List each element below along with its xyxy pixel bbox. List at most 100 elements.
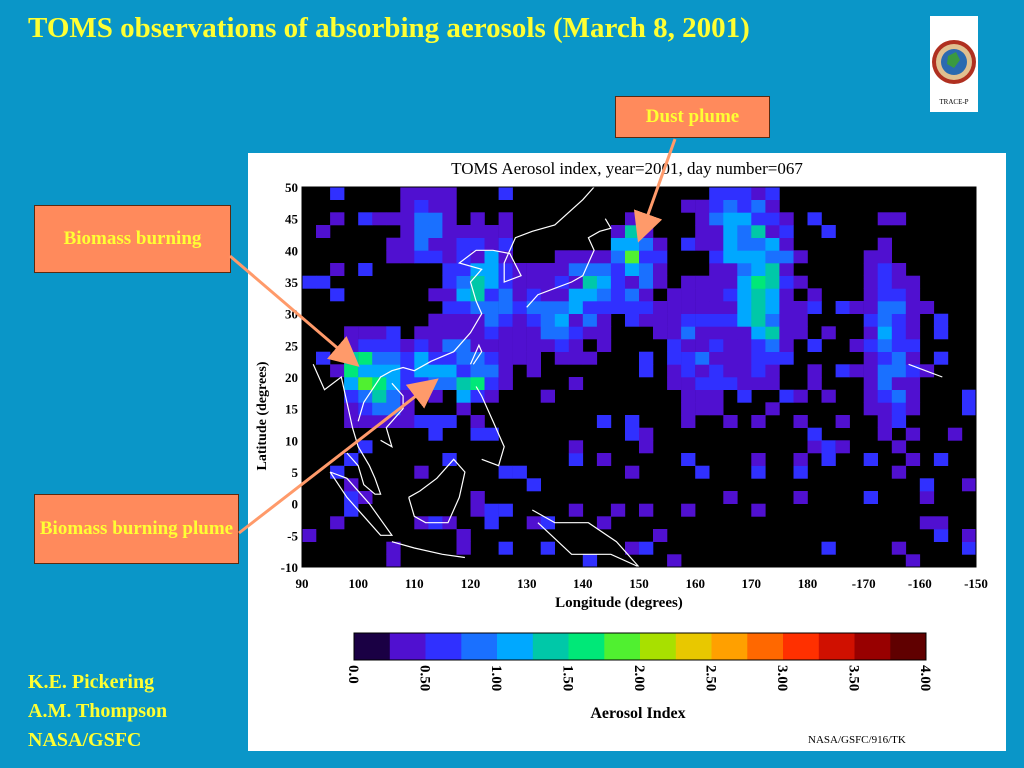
- aerosol-cell: [751, 288, 766, 302]
- aerosol-cell: [610, 250, 626, 264]
- aerosol-cell: [428, 288, 443, 302]
- aerosol-cell: [596, 516, 612, 530]
- aerosol-cell: [863, 326, 878, 340]
- aerosol-cell: [807, 339, 822, 352]
- aerosol-cell: [751, 301, 766, 314]
- aerosol-cell: [596, 301, 612, 314]
- aerosol-cell: [653, 275, 668, 289]
- aerosol-cell: [386, 237, 401, 251]
- aerosol-cell: [344, 351, 359, 365]
- aerosol-cell: [596, 263, 612, 276]
- aerosol-cell: [681, 313, 696, 327]
- colorbar-tick-label: 1.00: [488, 665, 504, 691]
- aerosol-cell: [709, 225, 724, 238]
- aerosol-cell: [582, 313, 598, 327]
- aerosol-cell: [905, 453, 921, 466]
- aerosol-cell: [526, 364, 541, 378]
- aerosol-cell: [863, 491, 878, 504]
- aerosol-cell: [639, 225, 654, 238]
- aerosol-cell: [456, 402, 471, 416]
- coastline: [526, 218, 612, 308]
- aerosol-cell: [625, 263, 640, 276]
- aerosol-cell: [709, 301, 724, 314]
- aerosol-cell: [554, 250, 570, 264]
- aerosol-cell: [639, 541, 654, 555]
- aerosol-cell: [653, 237, 668, 251]
- aerosol-cell: [498, 541, 513, 555]
- aerosol-cell: [625, 288, 640, 302]
- aerosol-cell: [667, 554, 682, 568]
- aerosol-cell: [737, 364, 752, 378]
- aerosol-cell: [891, 440, 907, 454]
- aerosol-cell: [653, 313, 668, 327]
- aerosol-cell: [723, 275, 738, 289]
- aerosol-cell: [400, 212, 415, 226]
- aerosol-cell: [372, 351, 387, 365]
- aerosol-cell: [765, 301, 780, 314]
- aerosol-cell: [891, 389, 907, 403]
- aerosol-cell: [737, 225, 752, 238]
- aerosol-cell: [610, 275, 626, 289]
- aerosol-cell: [625, 237, 640, 251]
- aerosol-cell: [877, 364, 892, 378]
- aerosol-cell: [877, 326, 892, 340]
- aerosol-cell: [639, 440, 654, 454]
- aerosol-cell: [582, 301, 598, 314]
- aerosol-cell: [751, 250, 766, 264]
- aerosol-cell: [891, 364, 907, 378]
- aerosol-cell: [526, 288, 541, 302]
- aerosol-cell: [737, 263, 752, 276]
- aerosol-cell: [372, 402, 387, 416]
- aerosol-cell: [737, 288, 752, 302]
- aerosol-cell: [512, 465, 527, 479]
- aerosol-cell: [863, 351, 878, 365]
- aerosol-cell: [484, 313, 499, 327]
- aerosol-cell: [905, 326, 921, 340]
- aerosol-cell: [807, 364, 822, 378]
- aerosol-cell: [695, 199, 710, 213]
- aerosol-cell: [540, 326, 555, 340]
- aerosol-cell: [456, 225, 471, 238]
- y-tick-label: 20: [285, 370, 298, 385]
- aerosol-cell: [358, 339, 373, 352]
- aerosol-cell: [316, 275, 331, 289]
- author-credits: K.E. Pickering A.M. Thompson NASA/GSFC: [28, 668, 167, 755]
- aerosol-cell: [681, 339, 696, 352]
- aerosol-cell: [807, 377, 822, 390]
- aerosol-cell: [554, 313, 570, 327]
- aerosol-cell: [737, 313, 752, 327]
- aerosol-cell: [807, 301, 822, 314]
- aerosol-cell: [737, 250, 752, 264]
- aerosol-cell: [414, 351, 429, 365]
- aerosol-cell: [709, 364, 724, 378]
- aerosol-cell: [470, 301, 485, 314]
- y-tick-label: 10: [285, 433, 298, 448]
- aerosol-cell: [947, 427, 963, 441]
- aerosol-cell: [358, 377, 373, 390]
- aerosol-cell: [933, 453, 949, 466]
- aerosol-cell: [765, 402, 780, 416]
- aerosol-cell: [765, 351, 780, 365]
- aerosol-cell: [554, 263, 570, 276]
- aerosol-cell: [891, 402, 907, 416]
- aerosol-cell: [779, 313, 794, 327]
- aerosol-cell: [723, 313, 738, 327]
- aerosol-cell: [498, 313, 513, 327]
- aerosol-cell: [414, 212, 429, 226]
- aerosol-cell: [456, 301, 471, 314]
- aerosol-cell: [400, 225, 415, 238]
- aerosol-cell: [470, 415, 485, 428]
- aerosol-cell: [695, 377, 710, 390]
- aerosol-cell: [498, 503, 513, 517]
- colorbar-tick-label: 2.50: [703, 665, 719, 691]
- aerosol-cell: [723, 187, 738, 200]
- aerosol-cell: [625, 427, 640, 441]
- aerosol-cell: [751, 453, 766, 466]
- aerosol-cell: [653, 250, 668, 264]
- aerosol-cell: [540, 339, 555, 352]
- aerosol-cell: [779, 288, 794, 302]
- aerosol-cell: [877, 377, 892, 390]
- aerosol-cell: [863, 389, 878, 403]
- aerosol-cell: [695, 275, 710, 289]
- aerosol-cell: [765, 339, 780, 352]
